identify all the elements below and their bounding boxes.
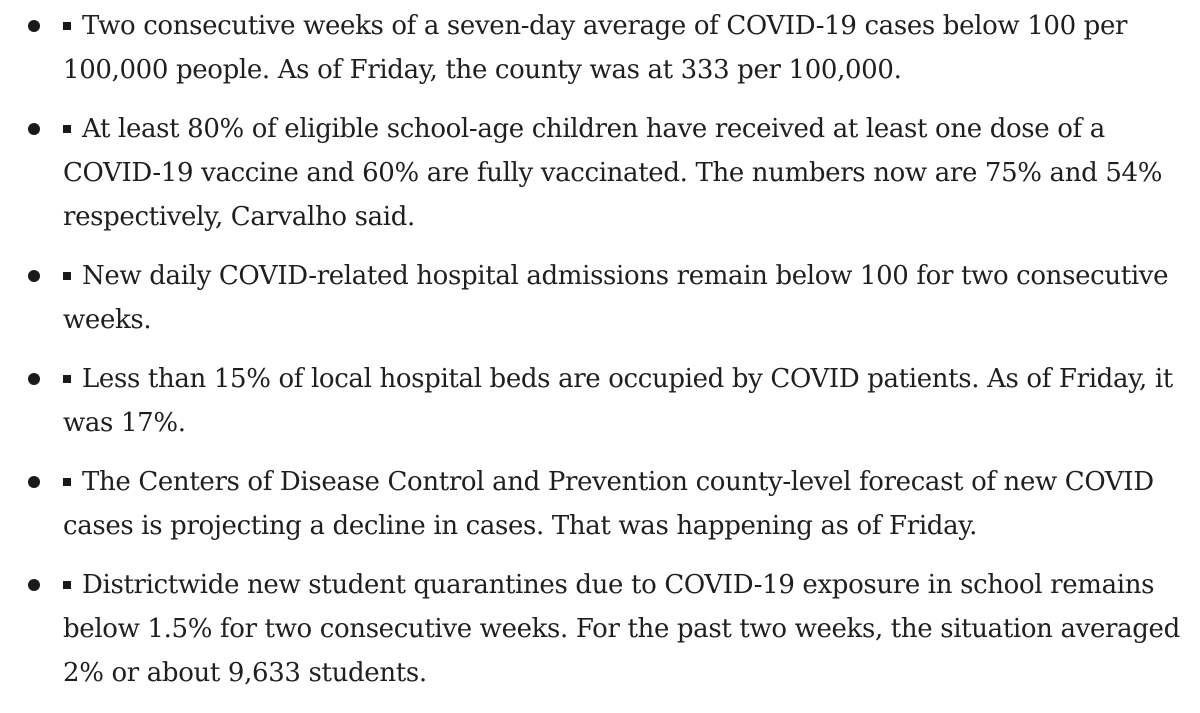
bullet-dot-icon — [28, 20, 40, 32]
list-item: At least 80% of eligible school-age chil… — [0, 107, 1200, 239]
list-item-text: At least 80% of eligible school-age chil… — [63, 114, 1163, 232]
criteria-list: Two consecutive weeks of a seven-day ave… — [0, 4, 1200, 695]
bullet-dot-icon — [28, 579, 40, 591]
square-mark-icon — [63, 272, 71, 280]
square-mark-icon — [63, 375, 71, 383]
square-mark-icon — [63, 22, 71, 30]
list-item-text: The Centers of Disease Control and Preve… — [63, 467, 1154, 541]
bullet-dot-icon — [28, 123, 40, 135]
list-item-text: Districtwide new student quarantines due… — [63, 570, 1180, 688]
bullet-dot-icon — [28, 270, 40, 282]
list-item: Two consecutive weeks of a seven-day ave… — [0, 4, 1200, 92]
list-item-text: New daily COVID-related hospital admissi… — [63, 261, 1169, 335]
bullet-dot-icon — [28, 373, 40, 385]
square-mark-icon — [63, 581, 71, 589]
square-mark-icon — [63, 478, 71, 486]
square-mark-icon — [63, 125, 71, 133]
list-item-text: Less than 15% of local hospital beds are… — [63, 364, 1173, 438]
list-item: The Centers of Disease Control and Preve… — [0, 460, 1200, 548]
list-item-text: Two consecutive weeks of a seven-day ave… — [63, 11, 1128, 85]
list-item: New daily COVID-related hospital admissi… — [0, 254, 1200, 342]
list-item: Districtwide new student quarantines due… — [0, 563, 1200, 695]
list-item: Less than 15% of local hospital beds are… — [0, 357, 1200, 445]
bullet-dot-icon — [28, 476, 40, 488]
